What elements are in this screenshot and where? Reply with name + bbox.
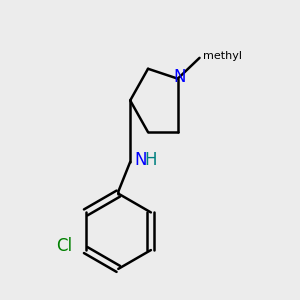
Text: N: N — [173, 68, 186, 86]
Text: methyl: methyl — [203, 51, 242, 61]
Text: Cl: Cl — [56, 237, 72, 255]
Text: H: H — [144, 151, 157, 169]
Text: N: N — [134, 151, 147, 169]
